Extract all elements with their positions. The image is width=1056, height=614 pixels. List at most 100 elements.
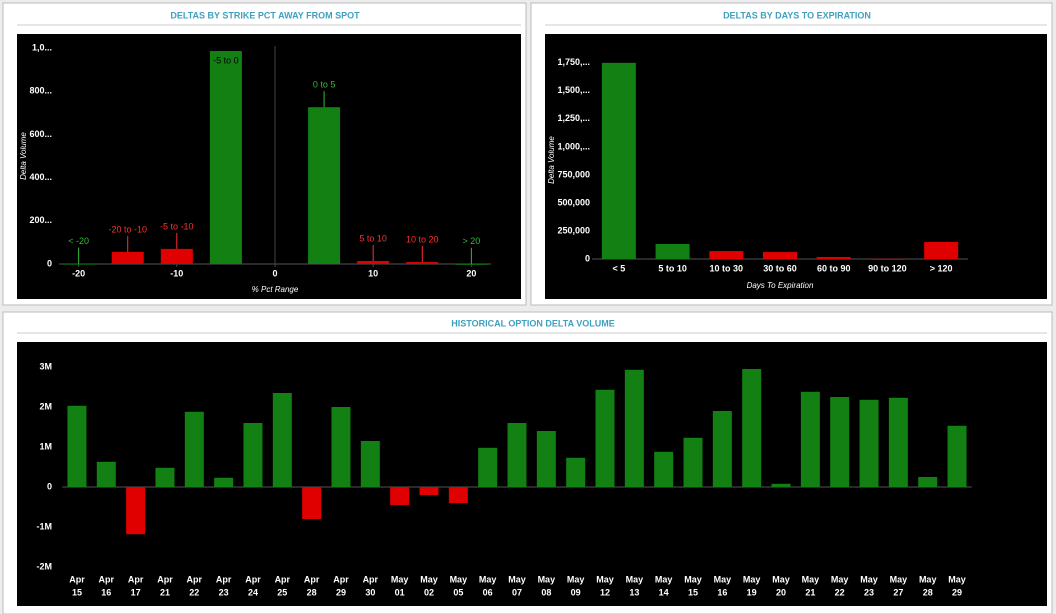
x-tick-label: 27 (893, 587, 903, 597)
x-tick-label: May (596, 574, 614, 584)
x-tick-label: May (391, 574, 409, 584)
bar (243, 423, 263, 487)
x-tick-label: 23 (219, 587, 229, 597)
x-tick-label: 90 to 120 (868, 263, 907, 273)
x-tick-label: 17 (131, 587, 141, 597)
x-tick-label: 24 (248, 587, 258, 597)
bar (62, 263, 95, 265)
bar (390, 487, 410, 505)
bar (654, 451, 674, 487)
x-tick-label: 08 (541, 587, 551, 597)
bar-label: 10 to 20 (406, 234, 439, 244)
bar (800, 391, 820, 487)
x-tick-label: 20 (466, 268, 476, 278)
bar (712, 411, 732, 487)
x-tick-label: Apr (363, 574, 379, 584)
x-tick-label: Apr (187, 574, 203, 584)
bar (331, 407, 351, 487)
x-tick-label: May (626, 574, 644, 584)
x-tick-label: 28 (307, 587, 317, 597)
x-tick-label: 06 (483, 587, 493, 597)
bar (448, 487, 468, 503)
x-tick-label: 12 (600, 587, 610, 597)
bar (918, 477, 938, 487)
x-tick-label: May (802, 574, 820, 584)
x-tick-label: 5 to 10 (658, 263, 687, 273)
bar-label: 0 to 5 (313, 80, 336, 90)
x-tick-label: 14 (659, 587, 669, 597)
x-tick-label: 30 to 60 (763, 263, 797, 273)
bar (816, 256, 851, 259)
x-tick-label: Apr (245, 574, 261, 584)
y-tick-label: 250,000 (557, 225, 590, 235)
x-tick-label: May (508, 574, 526, 584)
x-tick-label: May (567, 574, 585, 584)
x-tick-label: May (860, 574, 878, 584)
bar (302, 487, 322, 519)
x-tick-label: May (479, 574, 497, 584)
x-tick-label: May (714, 574, 732, 584)
y-axis-label: Delta Volume (19, 132, 28, 180)
x-tick-label: 13 (629, 587, 639, 597)
bar (272, 393, 292, 487)
x-tick-label: Apr (333, 574, 349, 584)
x-tick-label: 19 (747, 587, 757, 597)
x-tick-label: May (420, 574, 438, 584)
x-tick-label: Apr (69, 574, 85, 584)
bar (683, 437, 703, 487)
x-tick-label: May (538, 574, 556, 584)
bar-label: > 20 (462, 236, 480, 246)
y-axis-label: Delta Volume (547, 136, 556, 184)
x-tick-label: May (743, 574, 761, 584)
x-tick-label: May (919, 574, 937, 584)
x-tick-label: Apr (216, 574, 232, 584)
x-tick-label: < 5 (612, 263, 625, 273)
bar (859, 399, 879, 487)
bar-label: < -20 (68, 236, 89, 246)
bar (209, 51, 242, 264)
y-tick-label: 1,000,... (557, 141, 590, 151)
bar (601, 62, 636, 259)
y-tick-label: -2M (37, 561, 53, 571)
bar (406, 262, 439, 264)
bar (830, 397, 850, 487)
y-tick-label: 200... (29, 215, 52, 225)
x-tick-label: 16 (717, 587, 727, 597)
x-tick-label: May (948, 574, 966, 584)
x-tick-label: Apr (99, 574, 115, 584)
bar-label: -20 to -10 (108, 224, 147, 234)
x-tick-label: 23 (864, 587, 874, 597)
bar (507, 423, 527, 487)
bar (655, 243, 690, 259)
y-tick-label: 1,500,... (557, 85, 590, 95)
x-tick-label: May (655, 574, 673, 584)
x-tick-label: 01 (395, 587, 405, 597)
x-axis-label: Days To Expiration (747, 281, 814, 290)
bar (360, 441, 380, 487)
x-tick-label: Apr (275, 574, 291, 584)
x-tick-label: > 120 (930, 263, 953, 273)
y-tick-label: 400... (29, 172, 52, 182)
bar (763, 252, 797, 259)
x-tick-label: May (450, 574, 468, 584)
y-tick-label: 1,0... (32, 42, 52, 52)
bar (96, 461, 116, 487)
y-tick-label: 750,000 (557, 169, 590, 179)
bar (709, 251, 744, 259)
bar (184, 411, 204, 487)
x-tick-label: 10 to 30 (710, 263, 744, 273)
bar (455, 263, 488, 265)
bar (924, 241, 959, 259)
bar (126, 487, 146, 535)
x-tick-label: 30 (365, 587, 375, 597)
bar (595, 389, 615, 487)
bar (478, 447, 498, 487)
y-tick-label: 1M (39, 441, 52, 451)
x-tick-label: 15 (688, 587, 698, 597)
bar (566, 457, 586, 487)
bar (419, 487, 439, 495)
y-tick-label: 600... (29, 129, 52, 139)
x-tick-label: 15 (72, 587, 82, 597)
chart-title: DELTAS BY STRIKE PCT AWAY FROM SPOT (170, 10, 360, 20)
